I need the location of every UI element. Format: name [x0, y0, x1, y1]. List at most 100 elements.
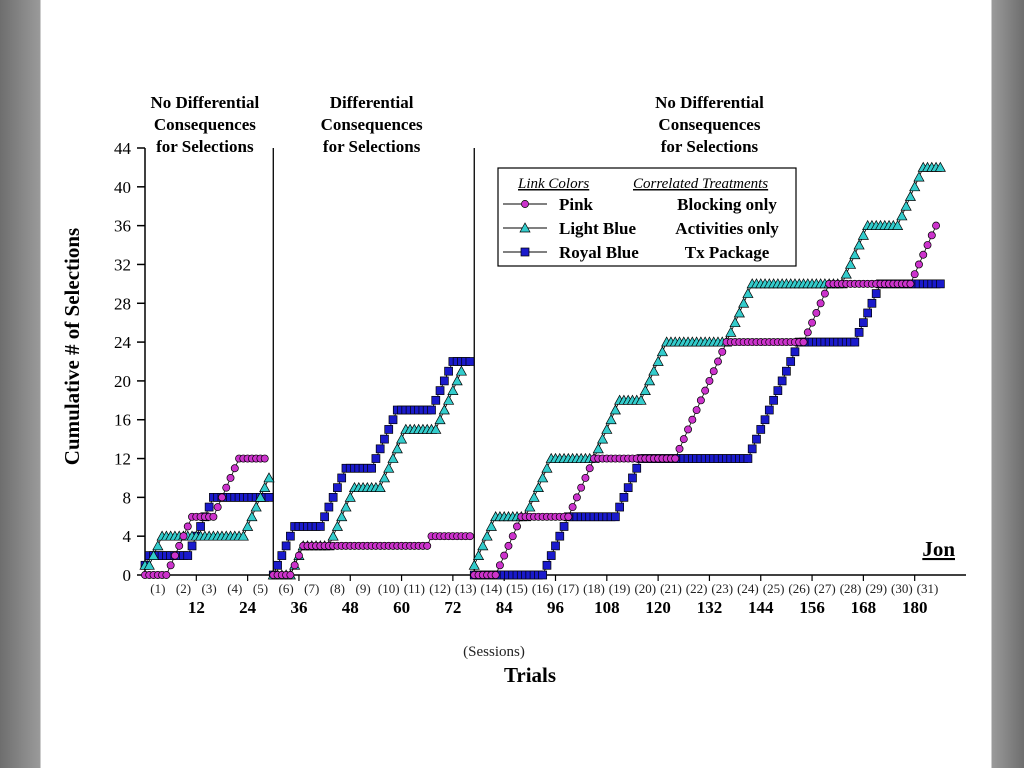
session-label: (11)	[404, 581, 425, 596]
data-point	[444, 366, 453, 376]
data-point	[904, 190, 917, 201]
data-point	[485, 520, 497, 531]
data-point	[147, 549, 160, 560]
data-point	[752, 434, 761, 444]
data-point	[849, 249, 861, 260]
session-label: (15)	[506, 581, 528, 596]
data-point	[820, 289, 829, 298]
data-point	[468, 559, 480, 570]
data-point	[786, 357, 796, 366]
data-point	[760, 415, 770, 425]
data-point	[777, 376, 787, 386]
session-label: (8)	[330, 581, 345, 596]
data-point	[264, 493, 274, 502]
data-point	[344, 491, 356, 502]
data-point	[277, 551, 287, 560]
data-point	[581, 474, 590, 482]
session-label: (21)	[660, 581, 682, 596]
data-point	[609, 404, 621, 415]
data-point	[246, 511, 258, 522]
y-tick-label: 44	[114, 139, 132, 158]
data-point	[935, 279, 945, 289]
session-label: (4)	[227, 581, 242, 596]
data-point	[491, 571, 500, 579]
data-point	[371, 454, 381, 463]
session-label: (29)	[865, 581, 887, 596]
series-line	[474, 283, 941, 576]
session-label: (23)	[711, 581, 733, 596]
session-label: (30)	[891, 581, 913, 596]
session-label: (10)	[378, 581, 400, 596]
data-point	[927, 231, 936, 240]
data-point	[455, 365, 468, 376]
x-tick-label: 132	[697, 598, 723, 617]
data-point	[328, 493, 338, 502]
x-tick-label: 84	[496, 598, 514, 617]
data-point	[790, 347, 800, 357]
data-point	[263, 472, 275, 483]
data-point	[427, 405, 436, 415]
data-point	[601, 423, 613, 434]
data-point	[900, 200, 912, 211]
data-point	[857, 229, 869, 240]
session-label: (3)	[202, 581, 217, 596]
data-point	[559, 522, 569, 531]
data-point	[652, 355, 664, 366]
data-point	[273, 560, 282, 570]
x-tick-label: 48	[342, 598, 359, 617]
data-point	[294, 551, 303, 560]
phase-label: Consequences	[321, 115, 423, 134]
data-point	[611, 512, 620, 522]
data-point	[336, 511, 348, 522]
data-point	[577, 483, 586, 492]
session-label: (20)	[634, 581, 656, 596]
data-point	[315, 522, 325, 531]
session-label: (17)	[557, 581, 579, 596]
session-label: (5)	[253, 581, 268, 596]
data-point	[226, 474, 235, 482]
data-point	[628, 473, 637, 483]
session-label: (27)	[814, 581, 836, 596]
y-tick-label: 28	[114, 294, 131, 313]
y-tick-label: 4	[123, 527, 132, 546]
data-point	[773, 386, 783, 395]
data-point	[162, 571, 171, 579]
data-point	[816, 299, 825, 308]
data-point	[242, 520, 254, 531]
data-point	[439, 376, 449, 386]
participant-label: Jon	[922, 537, 955, 561]
data-point	[684, 425, 693, 434]
data-point	[443, 394, 455, 405]
data-point	[187, 541, 197, 551]
data-point	[635, 394, 647, 405]
data-point	[743, 454, 753, 463]
data-point	[867, 298, 877, 308]
data-point	[643, 375, 656, 386]
x-tick-label: 144	[748, 598, 774, 617]
data-point	[729, 316, 741, 328]
data-point	[932, 221, 941, 230]
legend-treatment: Blocking only	[677, 195, 777, 214]
session-label: (13)	[455, 581, 477, 596]
data-point	[230, 464, 239, 473]
y-tick-label: 24	[114, 333, 132, 352]
legend: Link Colors Correlated Treatments Pink Bloc…	[497, 167, 797, 267]
y-tick-label: 36	[114, 217, 131, 236]
x-tick-label: 168	[851, 598, 877, 617]
data-point	[844, 258, 857, 269]
data-point	[472, 549, 485, 560]
data-point	[725, 326, 737, 337]
data-point	[541, 462, 553, 473]
data-point	[854, 328, 864, 337]
data-point	[290, 561, 299, 570]
data-point	[538, 570, 548, 580]
data-point	[592, 443, 604, 454]
data-point	[250, 501, 262, 512]
y-tick-label: 12	[114, 450, 131, 469]
data-point	[395, 433, 408, 444]
x-axis-title: Trials	[504, 663, 556, 687]
data-point	[859, 318, 868, 328]
data-point	[513, 522, 521, 531]
y-tick-label: 20	[114, 372, 131, 391]
data-point	[705, 376, 714, 385]
